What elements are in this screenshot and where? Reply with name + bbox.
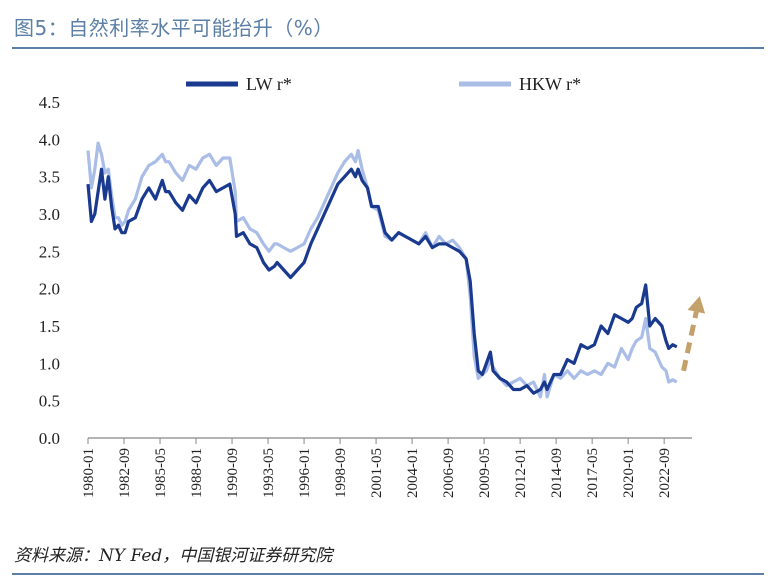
- x-axis: 1980-01 1982-09 1985-05 1988-01 1990-09 1993-…: [81, 437, 692, 498]
- x-tick-label: 2012-01: [513, 448, 529, 498]
- x-tick-label: 1980-01: [81, 448, 97, 498]
- legend: LW r* HKW r*: [186, 74, 581, 94]
- y-tick-label: 2.0: [39, 280, 60, 299]
- series-lines: [86, 141, 678, 399]
- x-tick-label: 1985-05: [153, 448, 169, 498]
- x-tick-label: 1988-01: [189, 448, 205, 498]
- legend-label-hkw: HKW r*: [519, 74, 581, 94]
- x-tick-label: 2022-09: [657, 448, 673, 498]
- y-tick-label: 4.0: [39, 130, 60, 149]
- series-line-lw: [86, 167, 678, 395]
- x-tick-label: 2009-05: [477, 448, 493, 498]
- x-tick-label: 2020-01: [621, 448, 637, 498]
- y-tick-label: 1.5: [39, 317, 60, 336]
- series-line-hkw: [86, 141, 678, 399]
- y-tick-label: 4.5: [39, 93, 60, 112]
- trend-arrow: [681, 296, 706, 372]
- chart-svg: LW r* HKW r* 4.5 4.0 3.5 3.0 2.5 2.0 1.5 1.0 0.5…: [39, 74, 706, 498]
- legend-label-lw: LW r*: [246, 74, 292, 94]
- y-tick-label: 0.0: [39, 429, 60, 448]
- y-tick-label: 3.0: [39, 205, 60, 224]
- x-tick-label: 2004-01: [405, 448, 421, 498]
- bottom-divider: [12, 573, 764, 575]
- y-tick-label: 2.5: [39, 242, 60, 261]
- source-note: 资料来源：NY Fed，中国银河证券研究院: [14, 546, 333, 566]
- x-tick-label: 1982-09: [117, 448, 133, 498]
- figure-title: 图5：自然利率水平可能抬升（%）: [14, 16, 334, 40]
- x-tick-label: 2001-05: [369, 448, 385, 498]
- trend-arrow-shaft: [681, 311, 699, 372]
- x-tick-label: 2006-09: [441, 448, 457, 498]
- x-tick-label: 1996-01: [297, 448, 313, 498]
- x-tick-label: 2017-05: [585, 448, 601, 498]
- y-tick-label: 0.5: [39, 392, 60, 411]
- y-tick-label: 1.0: [39, 354, 60, 373]
- trend-arrow-head: [687, 296, 706, 314]
- title-divider: [12, 47, 764, 49]
- y-axis-ticks: 4.5 4.0 3.5 3.0 2.5 2.0 1.5 1.0 0.5 0.0: [39, 93, 60, 448]
- x-tick-label: 1998-09: [333, 448, 349, 498]
- x-tick-label: 2014-09: [549, 448, 565, 498]
- x-tick-label: 1993-05: [261, 448, 277, 498]
- y-tick-label: 3.5: [39, 168, 60, 187]
- x-tick-label: 1990-09: [225, 448, 241, 498]
